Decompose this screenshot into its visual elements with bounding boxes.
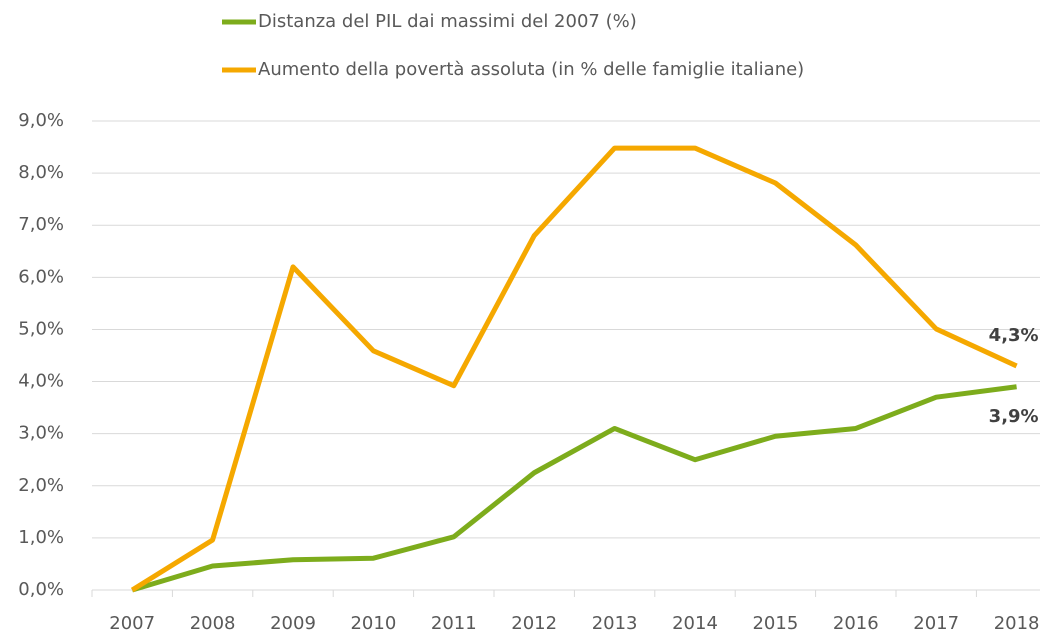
x-tick-label: 2008 (190, 613, 236, 634)
y-tick-label: 5,0% (18, 318, 64, 339)
x-tick-label: 2018 (994, 613, 1040, 634)
series-line (130, 145, 1018, 593)
y-tick-label: 8,0% (18, 162, 64, 183)
y-tick-label: 4,0% (18, 371, 64, 392)
x-tick-label: 2015 (752, 613, 798, 634)
x-tick-label: 2007 (109, 613, 155, 634)
legend-label: Aumento della povertà assoluta (in % del… (258, 59, 804, 80)
x-tick-label: 2014 (672, 613, 718, 634)
legend-label: Distanza del PIL dai massimi del 2007 (%… (258, 11, 637, 32)
y-tick-label: 0,0% (18, 579, 64, 600)
y-tick-label: 2,0% (18, 475, 64, 496)
x-tick-label: 2009 (270, 613, 316, 634)
x-tick-label: 2012 (511, 613, 557, 634)
x-tick-label: 2013 (592, 613, 638, 634)
y-tick-label: 3,0% (18, 423, 64, 444)
data-label: 3,9% (989, 406, 1039, 427)
y-tick-label: 9,0% (18, 110, 64, 131)
data-label: 4,3% (989, 325, 1039, 346)
x-tick-label: 2010 (350, 613, 396, 634)
series-line (131, 384, 1017, 593)
y-tick-label: 1,0% (18, 527, 64, 548)
y-tick-label: 7,0% (18, 214, 64, 235)
y-tick-label: 6,0% (18, 266, 64, 287)
x-tick-label: 2017 (913, 613, 959, 634)
x-tick-label: 2016 (833, 613, 879, 634)
x-tick-label: 2011 (431, 613, 477, 634)
